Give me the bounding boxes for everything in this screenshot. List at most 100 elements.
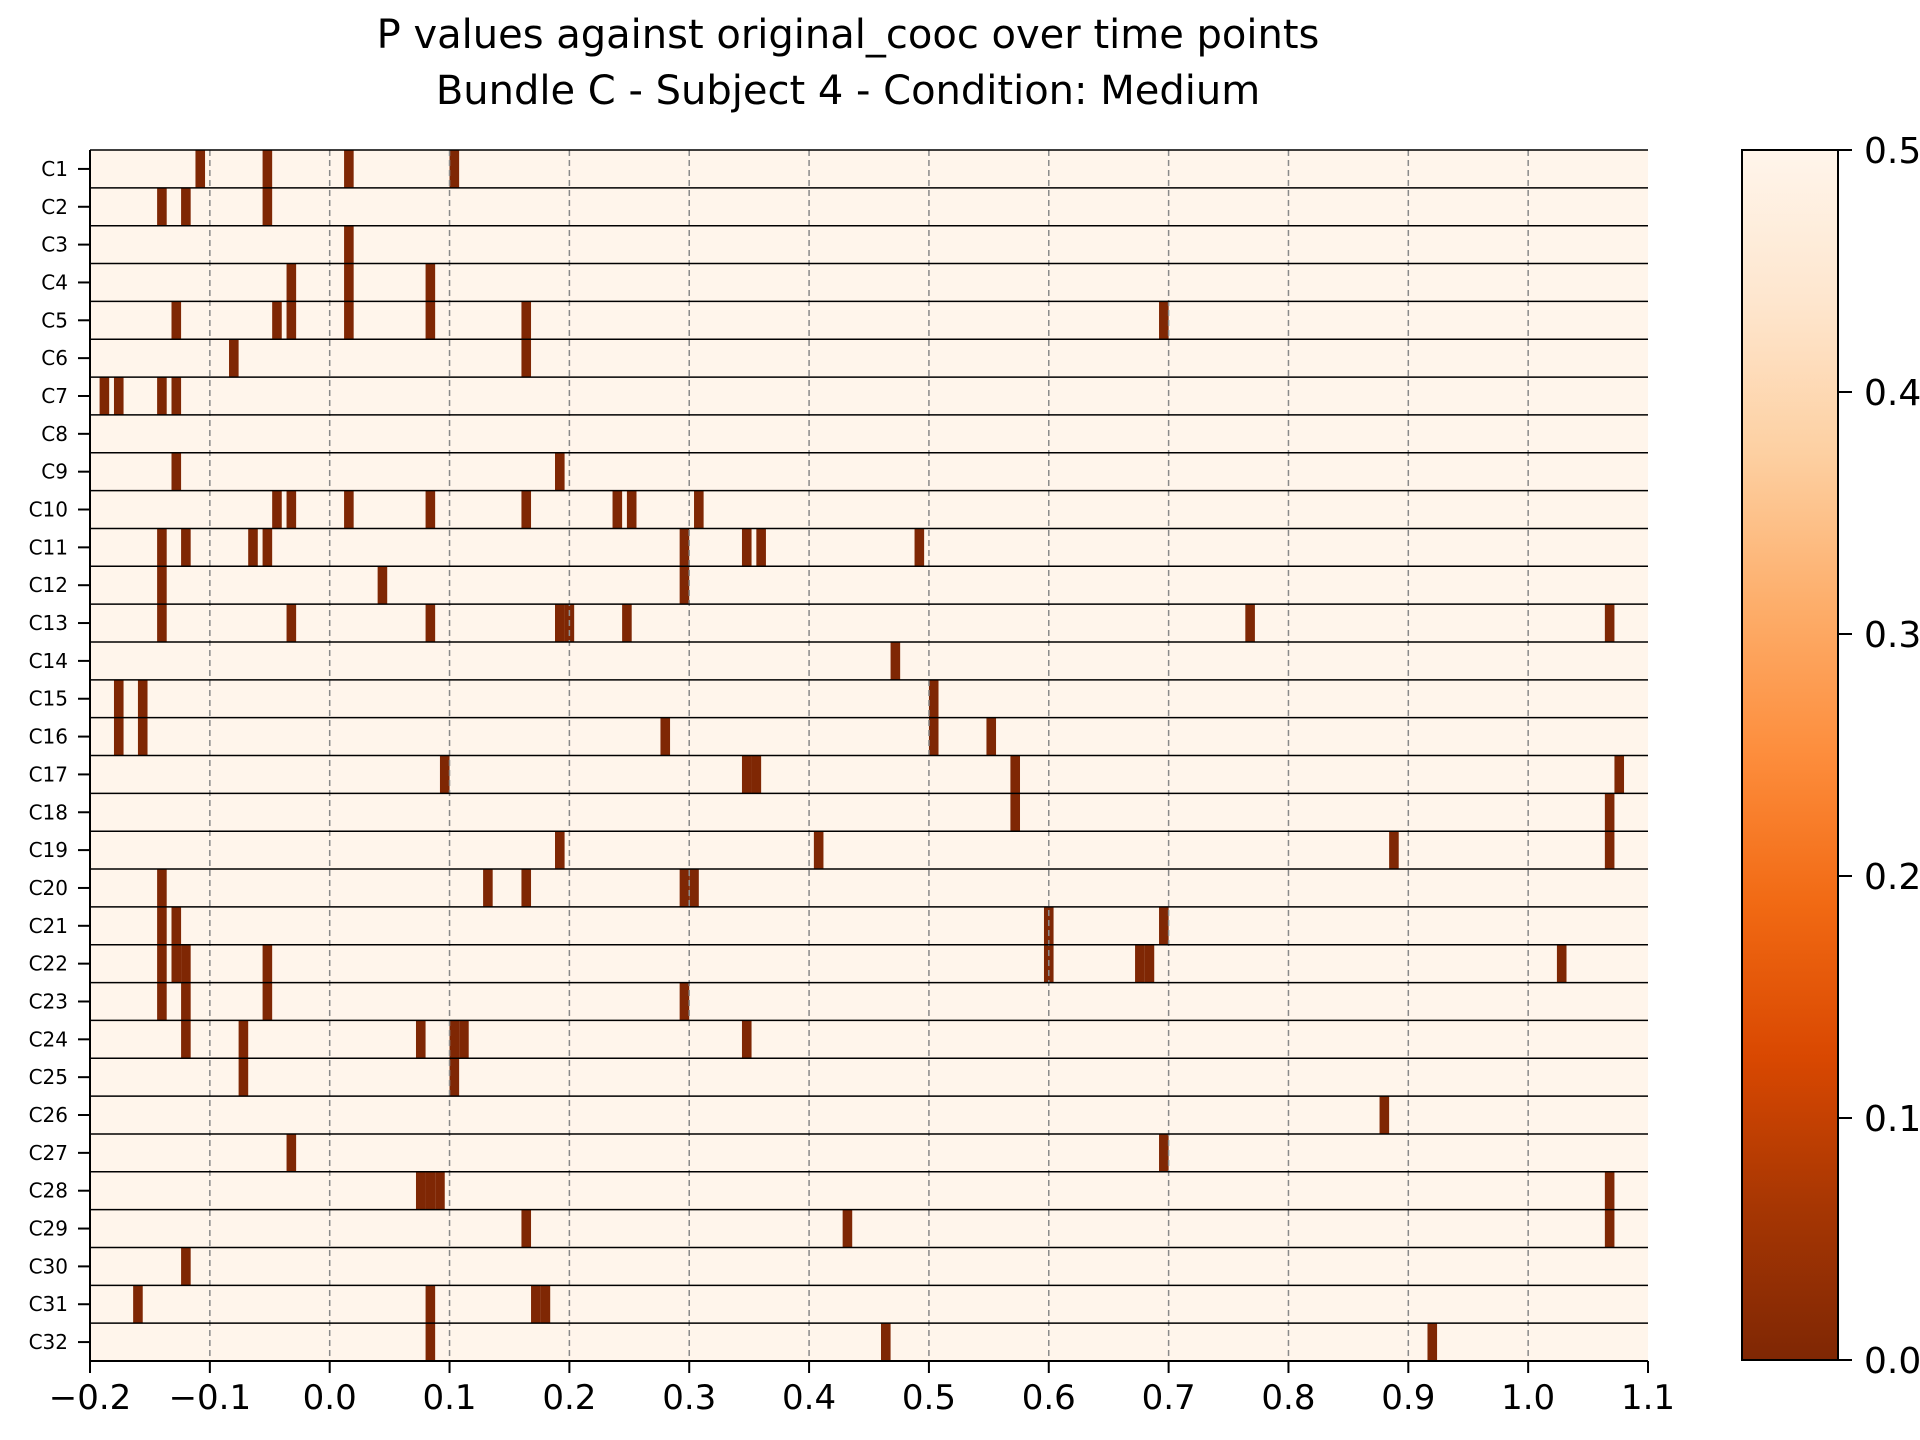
heatmap-cell <box>555 452 565 491</box>
heatmap-cell <box>238 1058 249 1097</box>
heatmap-row-c3 <box>90 225 1648 264</box>
heatmap-cell <box>137 679 148 718</box>
y-tick-label: C10 <box>29 498 68 522</box>
heatmap-row-c24 <box>90 1020 1648 1059</box>
y-tick-label: C27 <box>29 1141 68 1165</box>
heatmap-row-c27 <box>90 1133 1648 1172</box>
heatmap-row-c20 <box>90 869 1648 907</box>
heatmap-cell <box>99 377 110 415</box>
y-tick-label: C31 <box>29 1292 68 1316</box>
heatmap-cell <box>459 1020 469 1059</box>
heatmap-cell <box>171 906 182 945</box>
colorbar-tick-label: 0.1 <box>1864 1099 1920 1140</box>
heatmap-row-c21 <box>90 906 1648 945</box>
y-axis: C1 C2 C3 C4 C5 C6 C7 C8 C9 C10 C11 C12 C13 C14 C15 C16 C… <box>29 150 91 1361</box>
heatmap-cell <box>1135 944 1145 983</box>
y-tick-label: C9 <box>41 460 68 484</box>
y-tick-label: C32 <box>29 1330 68 1354</box>
y-tick-label: C6 <box>41 346 68 370</box>
heatmap-cell <box>449 1020 460 1059</box>
heatmap-row-c31 <box>90 1285 1648 1324</box>
heatmap-cell <box>928 717 939 756</box>
chart-subtitle: Bundle C - Subject 4 - Condition: Medium <box>436 68 1260 114</box>
heatmap-cell <box>1604 793 1615 832</box>
x-tick-label: −0.2 <box>49 1378 132 1418</box>
x-tick-label: 1.1 <box>1621 1378 1675 1418</box>
heatmap-cell <box>521 1209 532 1248</box>
colorbar-tick-label: 0.2 <box>1864 857 1920 898</box>
y-tick-label: C23 <box>29 989 68 1013</box>
heatmap-cell <box>914 528 925 567</box>
heatmap-cell <box>171 301 182 340</box>
y-tick-label: C12 <box>29 573 68 597</box>
x-tick-label: 0.9 <box>1381 1378 1435 1418</box>
heatmap-cell <box>425 1171 436 1210</box>
heatmap-cell <box>483 869 493 907</box>
y-tick-label: C11 <box>29 535 68 559</box>
heatmap-row-c29 <box>90 1209 1648 1248</box>
heatmap-cell <box>286 490 297 529</box>
chart-title: P values against original_cooc over time… <box>377 12 1320 58</box>
heatmap-row-c12 <box>90 566 1648 605</box>
y-tick-label: C29 <box>29 1217 68 1241</box>
heatmap-cell <box>377 566 388 605</box>
colorbar: 0.0 0.1 0.2 0.3 0.4 0.5 <box>1741 131 1920 1382</box>
heatmap-cell <box>689 869 699 907</box>
heatmap-cell <box>157 187 167 226</box>
heatmap-cell <box>1604 1171 1615 1210</box>
heatmap-cell <box>181 1020 191 1059</box>
x-tick-label: 0.3 <box>662 1378 716 1418</box>
heatmap-cell <box>425 1285 436 1324</box>
heatmap-cell <box>157 906 167 945</box>
heatmap-cell <box>181 944 191 983</box>
heatmap-cell <box>449 150 460 188</box>
y-tick-label: C21 <box>29 914 68 938</box>
heatmap-cell <box>679 869 690 907</box>
heatmap-cell <box>171 944 182 983</box>
heatmap-cell <box>195 150 206 188</box>
y-tick-label: C16 <box>29 725 68 749</box>
y-tick-label: C14 <box>29 649 68 673</box>
heatmap-cell <box>181 187 191 226</box>
heatmap-cell <box>741 755 752 794</box>
heatmap-cell <box>262 150 273 188</box>
heatmap-row-c8 <box>90 414 1648 453</box>
colorbar-tick-label: 0.0 <box>1864 1341 1920 1382</box>
heatmap-row-c28 <box>90 1171 1648 1210</box>
heatmap-cell <box>171 377 182 415</box>
heatmap-cell <box>928 679 939 718</box>
heatmap-cell <box>622 604 632 642</box>
heatmap-cell <box>521 339 532 378</box>
x-tick-label: 0.2 <box>542 1378 596 1418</box>
x-tick-label: 0.1 <box>422 1378 476 1418</box>
heatmap-cell <box>521 869 532 907</box>
heatmap-cell <box>286 301 297 340</box>
heatmap-row-c14 <box>90 641 1648 680</box>
heatmap-row-c16 <box>90 717 1648 756</box>
heatmap-cell <box>1604 831 1615 870</box>
heatmap-cell <box>1010 755 1021 794</box>
heatmap-cell <box>425 1323 436 1361</box>
heatmap-cell <box>229 339 239 378</box>
heatmap-cell <box>531 1285 541 1324</box>
heatmap-cell <box>157 528 167 567</box>
y-tick-label: C25 <box>29 1065 68 1089</box>
heatmap-cell <box>137 717 148 756</box>
heatmap-cell <box>262 944 273 983</box>
heatmap-cell <box>1604 1209 1615 1248</box>
y-tick-label: C13 <box>29 611 68 635</box>
heatmap-cell <box>694 490 704 529</box>
heatmap-cell <box>521 490 532 529</box>
y-tick-label: C15 <box>29 687 68 711</box>
x-tick-label: 0.4 <box>782 1378 836 1418</box>
heatmap-cell <box>741 528 752 567</box>
heatmap-cell <box>286 604 297 642</box>
heatmap-cell <box>1389 831 1399 870</box>
heatmap-row-c5 <box>90 301 1648 340</box>
heatmap-cell <box>425 604 436 642</box>
heatmap-cell <box>272 301 282 340</box>
x-tick-label: −0.1 <box>169 1378 252 1418</box>
heatmap-cell <box>415 1171 426 1210</box>
colorbar-tick-label: 0.4 <box>1864 373 1920 414</box>
